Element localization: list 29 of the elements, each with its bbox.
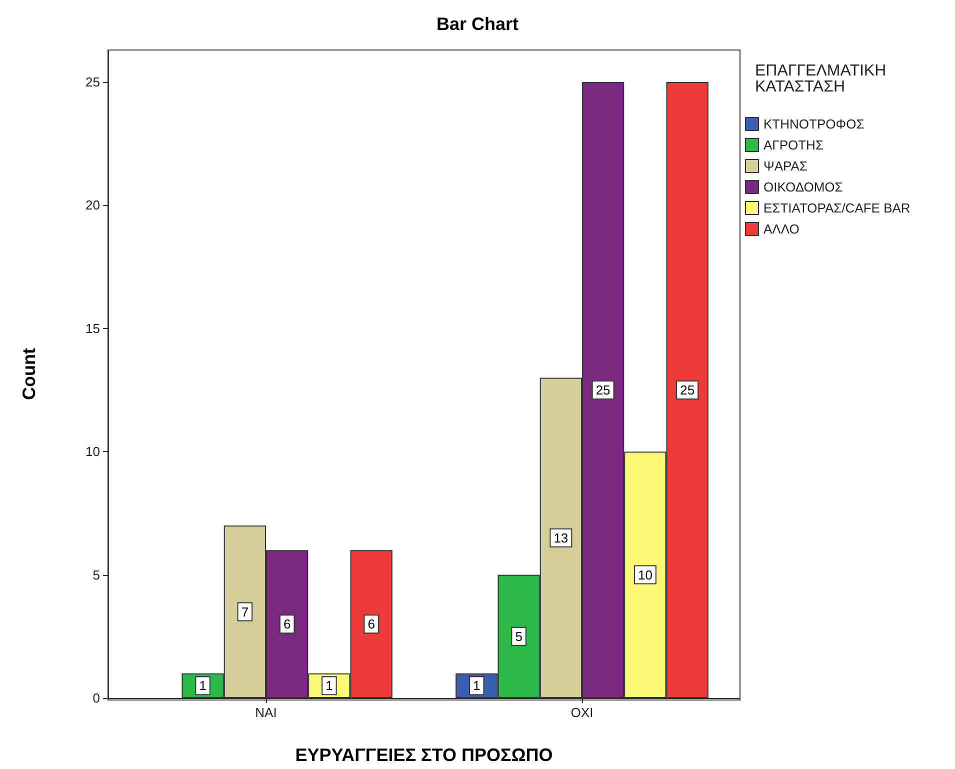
data-label: 6 (283, 616, 291, 632)
data-label: 1 (473, 678, 480, 694)
chart-title: Bar Chart (436, 14, 519, 34)
legend-label: ΑΓΡΟΤΗΣ (764, 138, 824, 152)
data-label: 25 (680, 382, 695, 398)
x-tick-label: ΝΑΙ (255, 705, 277, 720)
legend-label: ΚΤΗΝΟΤΡΟΦΟΣ (764, 116, 864, 132)
data-label: 5 (515, 628, 522, 644)
x-axis-title: ΕΥΡΥΑΓΓΕΙΕΣ ΣΤΟ ΠΡΟΣΩΠΟ (295, 745, 553, 765)
data-label: 7 (241, 604, 249, 620)
y-tick-label: 20 (86, 198, 100, 213)
y-tick-label: 25 (86, 74, 100, 90)
data-label: 25 (596, 382, 610, 398)
y-tick-label: 0 (92, 690, 100, 706)
data-label: 1 (199, 678, 206, 694)
y-tick-label: 15 (86, 320, 100, 336)
x-tick-label: ΟΧΙ (570, 705, 594, 720)
y-tick-label: 10 (86, 444, 100, 460)
legend-label: ΨΑΡΑΣ (764, 158, 808, 174)
legend-label: ΑΛΛΟ (764, 222, 800, 236)
y-axis-title: Count (19, 348, 39, 400)
data-label: 6 (368, 616, 375, 632)
legend-label: ΟΙΚΟΔΟΜΟΣ (764, 180, 843, 194)
legend-label: ΕΣΤΙΑΤΟΡΑΣ/CAFE BAR (764, 200, 910, 216)
y-tick-label: 5 (92, 567, 100, 582)
legend-title: ΕΠΑΓΓΕΛΜΑΤΙΚΗ ΚΑΤΑΣΤΑΣΗ (755, 62, 886, 96)
data-label: 10 (638, 567, 652, 582)
data-label: 1 (326, 678, 333, 694)
data-label: 13 (554, 530, 568, 546)
